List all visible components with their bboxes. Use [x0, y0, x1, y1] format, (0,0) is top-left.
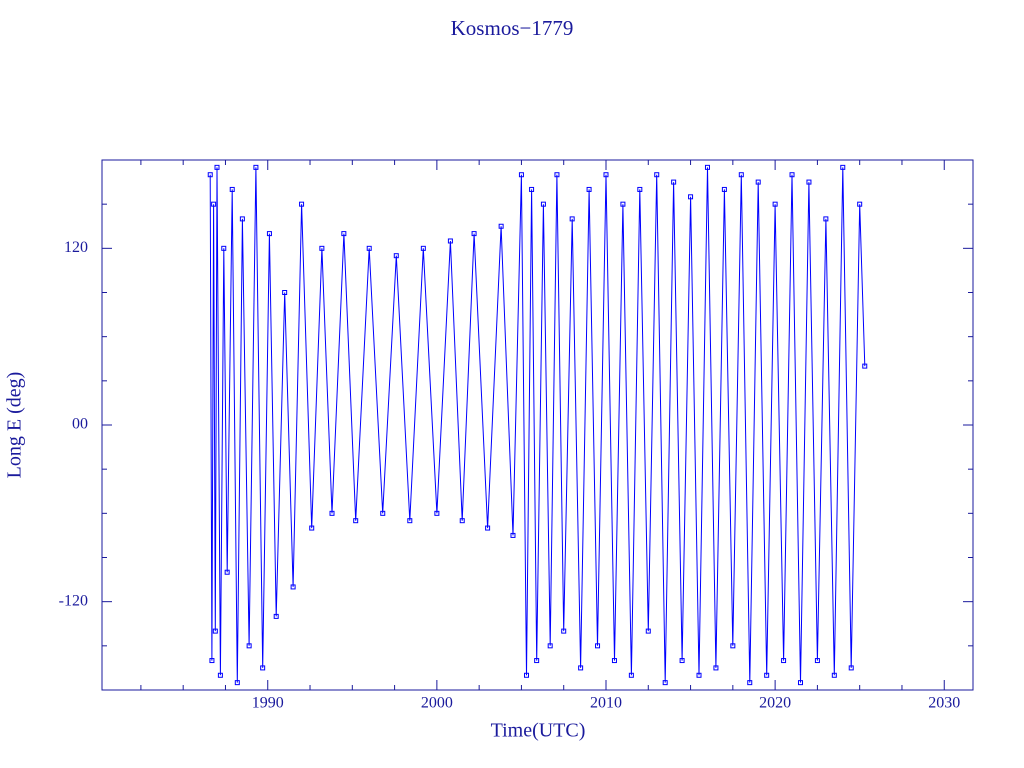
point: [848, 665, 854, 671]
point: [341, 231, 347, 237]
point: [224, 569, 230, 575]
x-tick-label: 2020: [759, 695, 791, 712]
point: [246, 643, 252, 649]
series-line: [209, 167, 866, 683]
y-tick-label: 00: [72, 416, 88, 433]
point: [485, 525, 491, 531]
point: [772, 201, 778, 207]
point: [209, 658, 215, 664]
point: [679, 658, 685, 664]
point: [529, 186, 535, 192]
point: [211, 201, 217, 207]
point: [755, 179, 761, 185]
point: [540, 201, 546, 207]
point: [806, 179, 812, 185]
point: [459, 518, 465, 524]
point: [212, 628, 218, 634]
point: [603, 172, 609, 178]
point: [628, 672, 634, 678]
point: [353, 518, 359, 524]
y-axis-label: Long E (deg): [4, 372, 26, 479]
point: [747, 680, 753, 686]
point: [510, 532, 516, 538]
point: [696, 672, 702, 678]
point: [319, 245, 325, 251]
x-axis-label: Time(UTC): [491, 720, 586, 742]
point: [518, 172, 524, 178]
point: [721, 186, 727, 192]
x-tick-label: 2010: [590, 695, 622, 712]
point: [662, 680, 668, 686]
point: [730, 643, 736, 649]
y-tick-label: -120: [59, 592, 88, 609]
point: [434, 510, 440, 516]
point: [299, 201, 305, 207]
point: [704, 164, 710, 170]
point: [547, 643, 553, 649]
point: [561, 628, 567, 634]
point: [569, 216, 575, 222]
point: [654, 172, 660, 178]
point: [498, 223, 504, 229]
point: [393, 253, 399, 259]
chart-title: Kosmos−1779: [451, 16, 574, 40]
point: [554, 172, 560, 178]
point: [380, 510, 386, 516]
point: [253, 164, 259, 170]
point: [831, 672, 837, 678]
point: [840, 164, 846, 170]
point: [764, 672, 770, 678]
point: [229, 186, 235, 192]
point: [671, 179, 677, 185]
point: [207, 172, 213, 178]
point: [234, 680, 240, 686]
point: [789, 172, 795, 178]
point: [611, 658, 617, 664]
point: [214, 164, 220, 170]
point: [420, 245, 426, 251]
point: [738, 172, 744, 178]
point: [620, 201, 626, 207]
point: [823, 216, 829, 222]
point: [797, 680, 803, 686]
point: [329, 510, 335, 516]
x-tick-label: 1990: [252, 695, 284, 712]
point: [290, 584, 296, 590]
point: [781, 658, 787, 664]
point: [586, 186, 592, 192]
point: [688, 194, 694, 200]
point: [857, 201, 863, 207]
point: [447, 238, 453, 244]
point: [637, 186, 643, 192]
point: [578, 665, 584, 671]
point: [471, 231, 477, 237]
point: [862, 363, 868, 369]
point: [534, 658, 540, 664]
point: [645, 628, 651, 634]
point: [282, 290, 288, 295]
x-tick-label: 2030: [928, 695, 960, 712]
y-tick-label: 120: [64, 239, 88, 256]
point: [595, 643, 601, 649]
point: [407, 518, 413, 524]
plot-area: [207, 164, 868, 686]
point: [217, 672, 223, 678]
point: [260, 665, 266, 671]
point: [814, 658, 820, 664]
point: [239, 216, 245, 222]
point: [221, 245, 227, 251]
point: [366, 245, 372, 251]
point: [524, 672, 530, 678]
x-tick-label: 2000: [421, 695, 453, 712]
point: [273, 613, 279, 619]
point: [266, 231, 272, 237]
point: [713, 665, 719, 671]
point: [309, 525, 315, 531]
